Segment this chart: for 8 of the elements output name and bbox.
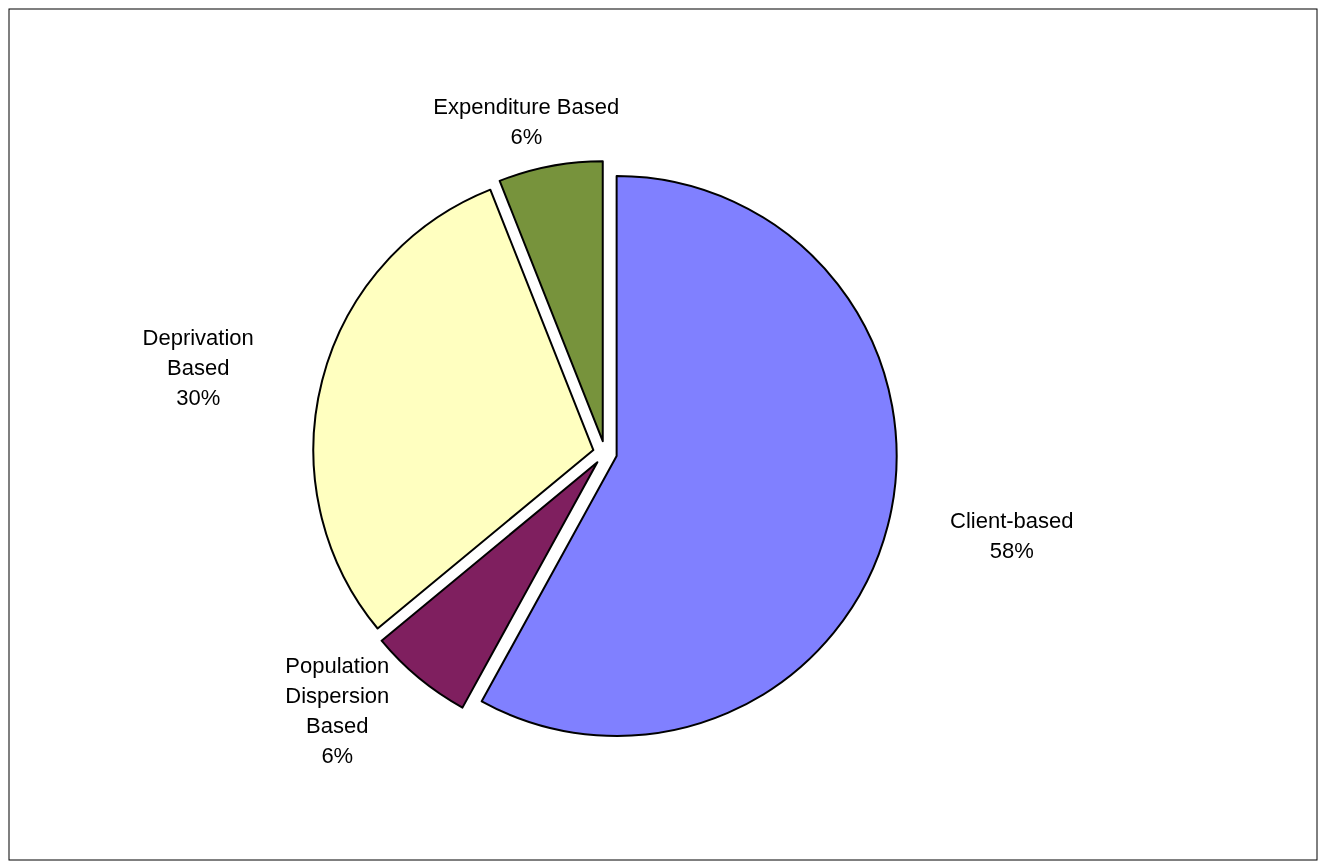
slice-label: Expenditure Based (433, 93, 620, 119)
slice-label: Population Dispersion Based (285, 652, 390, 738)
data-label: 6% (510, 123, 543, 149)
slice-label: Deprivation Based (142, 325, 254, 381)
slice-label: Client-based (950, 507, 1074, 533)
data-label: 30% (176, 385, 221, 411)
data-label: 6% (321, 742, 354, 768)
data-label: 58% (989, 537, 1034, 563)
